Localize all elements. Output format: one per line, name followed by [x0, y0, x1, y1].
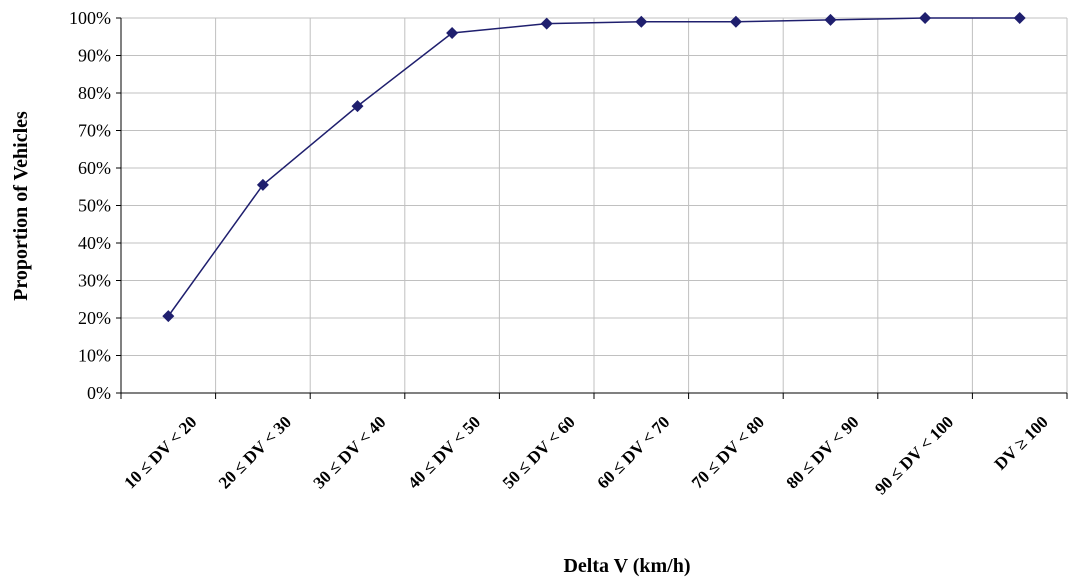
- x-tick-labels: 10 ≤ DV < 20 20 ≤ DV < 30 30 ≤ DV < 40 40 ≤…: [120, 412, 1051, 498]
- data-point: [1013, 12, 1026, 24]
- grid-lines: [121, 17, 1068, 393]
- x-category-label: 40 ≤ DV < 50: [404, 412, 484, 492]
- data-point: [729, 15, 742, 28]
- x-category-label: DV ≥ 100: [991, 412, 1052, 473]
- data-point: [256, 178, 269, 191]
- y-tick-label: 70%: [78, 121, 111, 141]
- y-tick-label: 80%: [78, 83, 111, 103]
- series: [162, 12, 1026, 323]
- x-category-label: 90 ≤ DV < 100: [871, 412, 957, 498]
- data-point: [446, 27, 459, 39]
- data-point: [824, 13, 837, 26]
- data-point: [919, 12, 932, 24]
- axes: [116, 17, 1068, 399]
- y-axis-title: Proportion of Vehicles: [10, 111, 32, 301]
- data-point: [162, 310, 175, 323]
- y-tick-label: 0%: [87, 383, 111, 403]
- x-category-label: 10 ≤ DV < 20: [120, 412, 200, 492]
- y-tick-labels: 0% 10% 20% 30% 40% 50% 60% 70% 80% 90% 100%: [69, 8, 111, 403]
- x-axis-title: Delta V (km/h): [563, 555, 690, 577]
- x-category-label: 50 ≤ DV < 60: [499, 412, 579, 492]
- y-tick-label: 90%: [78, 46, 111, 66]
- y-tick-label: 10%: [78, 346, 111, 366]
- data-point: [540, 17, 553, 30]
- data-point: [351, 100, 364, 113]
- x-category-label: 20 ≤ DV < 30: [215, 412, 295, 492]
- x-category-label: 80 ≤ DV < 90: [783, 412, 863, 492]
- data-point: [635, 15, 648, 28]
- series-line: [167, 17, 1020, 317]
- y-tick-label: 60%: [78, 158, 111, 178]
- x-category-label: 60 ≤ DV < 70: [593, 412, 673, 492]
- y-tick-label: 20%: [78, 308, 111, 328]
- y-tick-label: 50%: [78, 196, 111, 216]
- y-tick-label: 40%: [78, 233, 111, 253]
- y-tick-label: 30%: [78, 271, 111, 291]
- y-tick-label: 100%: [69, 8, 111, 28]
- x-category-label: 70 ≤ DV < 80: [688, 412, 768, 492]
- x-category-label: 30 ≤ DV < 40: [310, 412, 390, 492]
